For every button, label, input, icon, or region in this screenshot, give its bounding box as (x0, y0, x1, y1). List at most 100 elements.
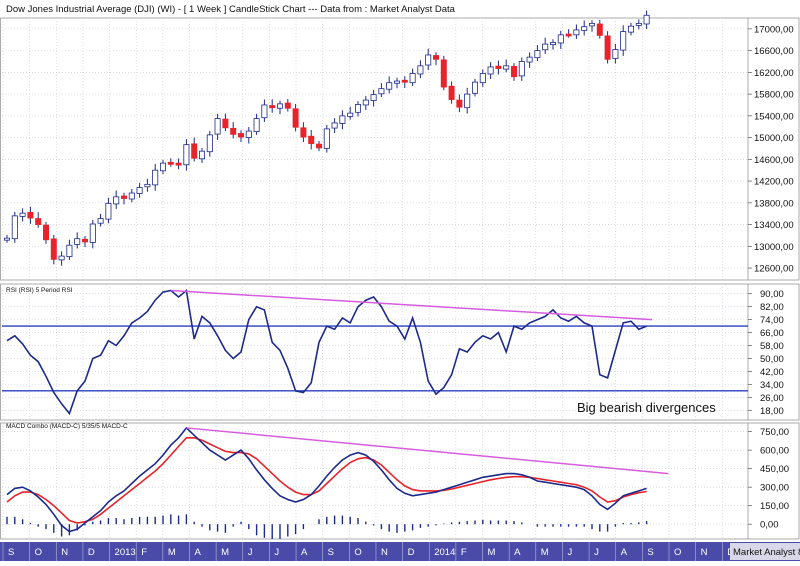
rsi-tick-label: 90,00 (760, 289, 784, 300)
candle-body (386, 82, 393, 90)
macd-panel: 750,00 600,00 450,00 300,00 150,00 0,00 (6, 426, 789, 539)
candle-body (409, 73, 416, 84)
candle-body (214, 118, 221, 135)
time-axis-label: N (61, 547, 68, 558)
time-axis-label: J (594, 547, 599, 558)
candle-body (487, 66, 494, 75)
candle-body (378, 88, 385, 95)
rsi-divergence-line (170, 289, 653, 321)
candle-body (628, 25, 635, 33)
time-axis-label: S (8, 547, 14, 558)
candle-body (565, 33, 572, 37)
candle-body (198, 150, 205, 160)
candle-body (58, 255, 65, 261)
candle-body (347, 112, 354, 117)
panel-frames (0, 17, 800, 540)
time-axis-label: J (567, 547, 572, 558)
time-axis: SOND2013FMAMJJASOND2014FMAMJJASONDMarket… (0, 542, 800, 561)
candle-body (11, 215, 18, 240)
candle-body (417, 65, 424, 75)
rsi-tick-label: 74,00 (760, 315, 784, 326)
candle-body (635, 23, 642, 26)
candle-body (503, 65, 510, 70)
candle-body (97, 218, 104, 224)
macd-tick-label: 300,00 (760, 483, 789, 494)
price-tick-label: 13400,00 (754, 220, 794, 231)
time-axis-label: N (701, 547, 708, 558)
candle-body (596, 23, 603, 36)
candle-body (43, 224, 50, 241)
candle-body (222, 118, 229, 129)
macd-signal-line (6, 436, 647, 524)
candle-body (401, 79, 408, 83)
time-axis-bar (0, 542, 800, 561)
candle-body (237, 133, 244, 138)
candle-body (464, 93, 471, 109)
candle-body (191, 143, 198, 159)
candle-body (159, 162, 166, 172)
rsi-tick-label: 82,00 (760, 302, 784, 313)
candle-body (534, 50, 541, 59)
time-axis-label: 2013 (115, 547, 136, 558)
price-tick-label: 15400,00 (754, 111, 794, 122)
candle-body (643, 14, 650, 25)
time-axis-label: O (35, 547, 42, 558)
price-tick-label: 15800,00 (754, 90, 794, 101)
macd-tick-label: 750,00 (760, 427, 789, 438)
price-tick-label: 16200,00 (754, 68, 794, 79)
candle-body (612, 49, 619, 59)
candle-body (495, 65, 502, 69)
candle-body (276, 103, 283, 109)
candle-body (620, 31, 627, 51)
price-tick-label: 15000,00 (754, 133, 794, 144)
divergence-annotation: Big bearish divergences (577, 400, 716, 415)
time-axis-label: M (488, 547, 496, 558)
macd-divergence-line (186, 427, 669, 475)
candle-body (604, 35, 611, 60)
candle-body (50, 238, 57, 260)
rsi-tick-label: 58,00 (760, 341, 784, 352)
rsi-panel: 90,00 82,00 74,00 66,00 58,00 50,00 42,00 34,00… (2, 288, 784, 417)
candle-body (167, 161, 174, 165)
candle-body (144, 183, 151, 188)
candle-body (105, 202, 112, 220)
candle-body (425, 54, 432, 66)
time-axis-label: M (541, 547, 549, 558)
candle-body (557, 34, 564, 44)
candle-body (581, 26, 588, 31)
macd-line (6, 426, 647, 533)
candle-body (323, 128, 330, 149)
rsi-tick-label: 66,00 (760, 328, 784, 339)
rsi-tick-label: 34,00 (760, 380, 784, 391)
macd-tick-label: 150,00 (760, 501, 789, 512)
candle-body (456, 99, 463, 108)
candle-body (206, 134, 213, 153)
candle-body (136, 187, 143, 194)
candle-body (518, 61, 525, 77)
candle-body (253, 118, 260, 133)
candle-body (4, 237, 10, 241)
candle-body (331, 122, 338, 129)
price-tick-label: 13800,00 (754, 198, 794, 209)
time-axis-label: A (514, 547, 521, 558)
price-tick-label: 14600,00 (754, 155, 794, 166)
rsi-tick-label: 50,00 (760, 354, 784, 365)
candle-body (175, 162, 182, 166)
candle-body (354, 104, 361, 113)
price-tick-label: 12600,00 (754, 264, 794, 275)
time-axis-label: A (301, 547, 308, 558)
time-axis-label: D (408, 547, 415, 558)
rsi-panel-label: RSI (RSI) 5 Period RSI (6, 287, 73, 294)
candle-body (121, 195, 128, 199)
rsi-tick-label: 18,00 (760, 406, 784, 417)
candle-body (269, 105, 276, 109)
panel-frame (0, 422, 800, 540)
price-tick-label: 14200,00 (754, 177, 794, 188)
candle-body (573, 29, 580, 36)
rsi-tick-label: 42,00 (760, 367, 784, 378)
candle-body (471, 81, 478, 94)
candle-body (315, 143, 322, 149)
candle-body (292, 108, 299, 128)
